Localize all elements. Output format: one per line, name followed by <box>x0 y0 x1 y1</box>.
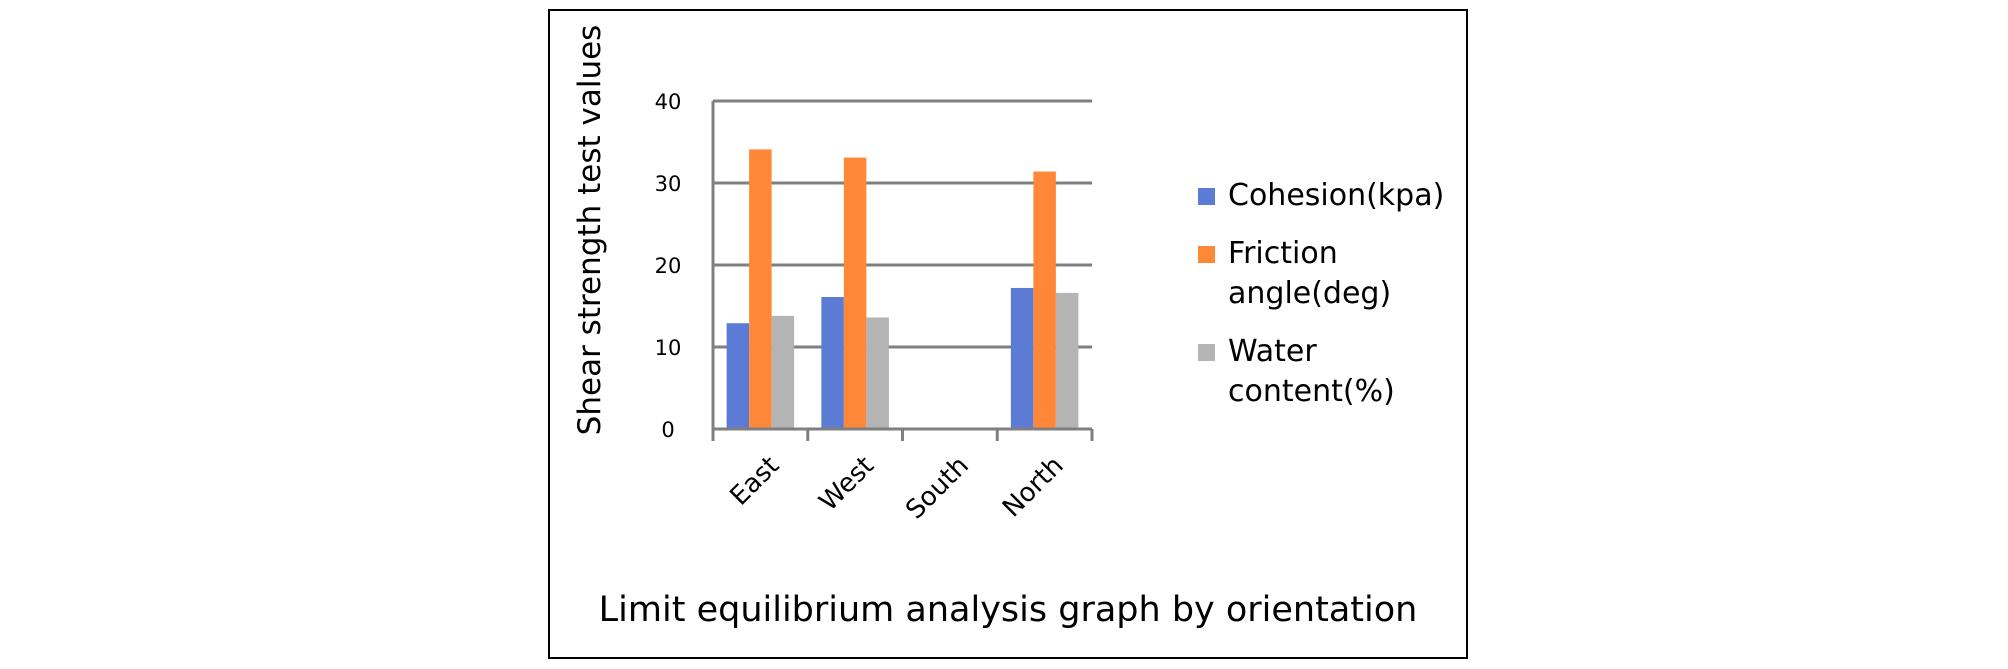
legend-label: Water content(%) <box>1228 334 1395 409</box>
legend-label: Cohesion(kpa) <box>1228 178 1445 213</box>
legend-item: Cohesion(kpa) <box>1198 176 1448 216</box>
y-tick-label: 20 <box>655 254 682 278</box>
x-tick-label: West <box>814 451 880 517</box>
bar-north-0 <box>1010 287 1034 429</box>
chart-caption: Limit equilibrium analysis graph by orie… <box>598 590 1418 630</box>
legend-label: Friction angle(deg) <box>1228 236 1392 311</box>
legend-swatch <box>1198 246 1215 263</box>
bar-east-1 <box>749 149 772 429</box>
bar-west-2 <box>866 317 889 429</box>
chart-frame: 0 10 20 30 40 East West South North Shear strengt… <box>548 9 1468 659</box>
legend-swatch <box>1198 188 1215 205</box>
legend-item: Water content(%) <box>1198 332 1448 412</box>
legend: Cohesion(kpa) Friction angle(deg) Water co… <box>1198 176 1448 430</box>
bar-north-2 <box>1055 292 1079 429</box>
bars <box>726 149 1079 429</box>
chart-plot: 0 10 20 30 40 East West South North Shear strengt… <box>572 25 1094 526</box>
bar-west-0 <box>821 296 844 429</box>
bar-east-0 <box>726 323 750 429</box>
y-axis-title: Shear strength test values <box>572 25 608 436</box>
x-tick-label: South <box>900 451 975 526</box>
legend-swatch <box>1198 344 1215 361</box>
y-tick-label: 40 <box>655 90 682 114</box>
bar-north-1 <box>1033 171 1056 429</box>
legend-item: Friction angle(deg) <box>1198 234 1448 314</box>
y-tick-label: 0 <box>661 418 674 442</box>
x-tick-label: East <box>724 451 785 512</box>
y-tick-label: 10 <box>655 336 682 360</box>
bar-west-1 <box>843 157 867 429</box>
bar-east-2 <box>771 315 795 429</box>
axes <box>711 101 1094 441</box>
x-tick-label: North <box>997 451 1070 524</box>
y-tick-label: 30 <box>655 172 682 196</box>
